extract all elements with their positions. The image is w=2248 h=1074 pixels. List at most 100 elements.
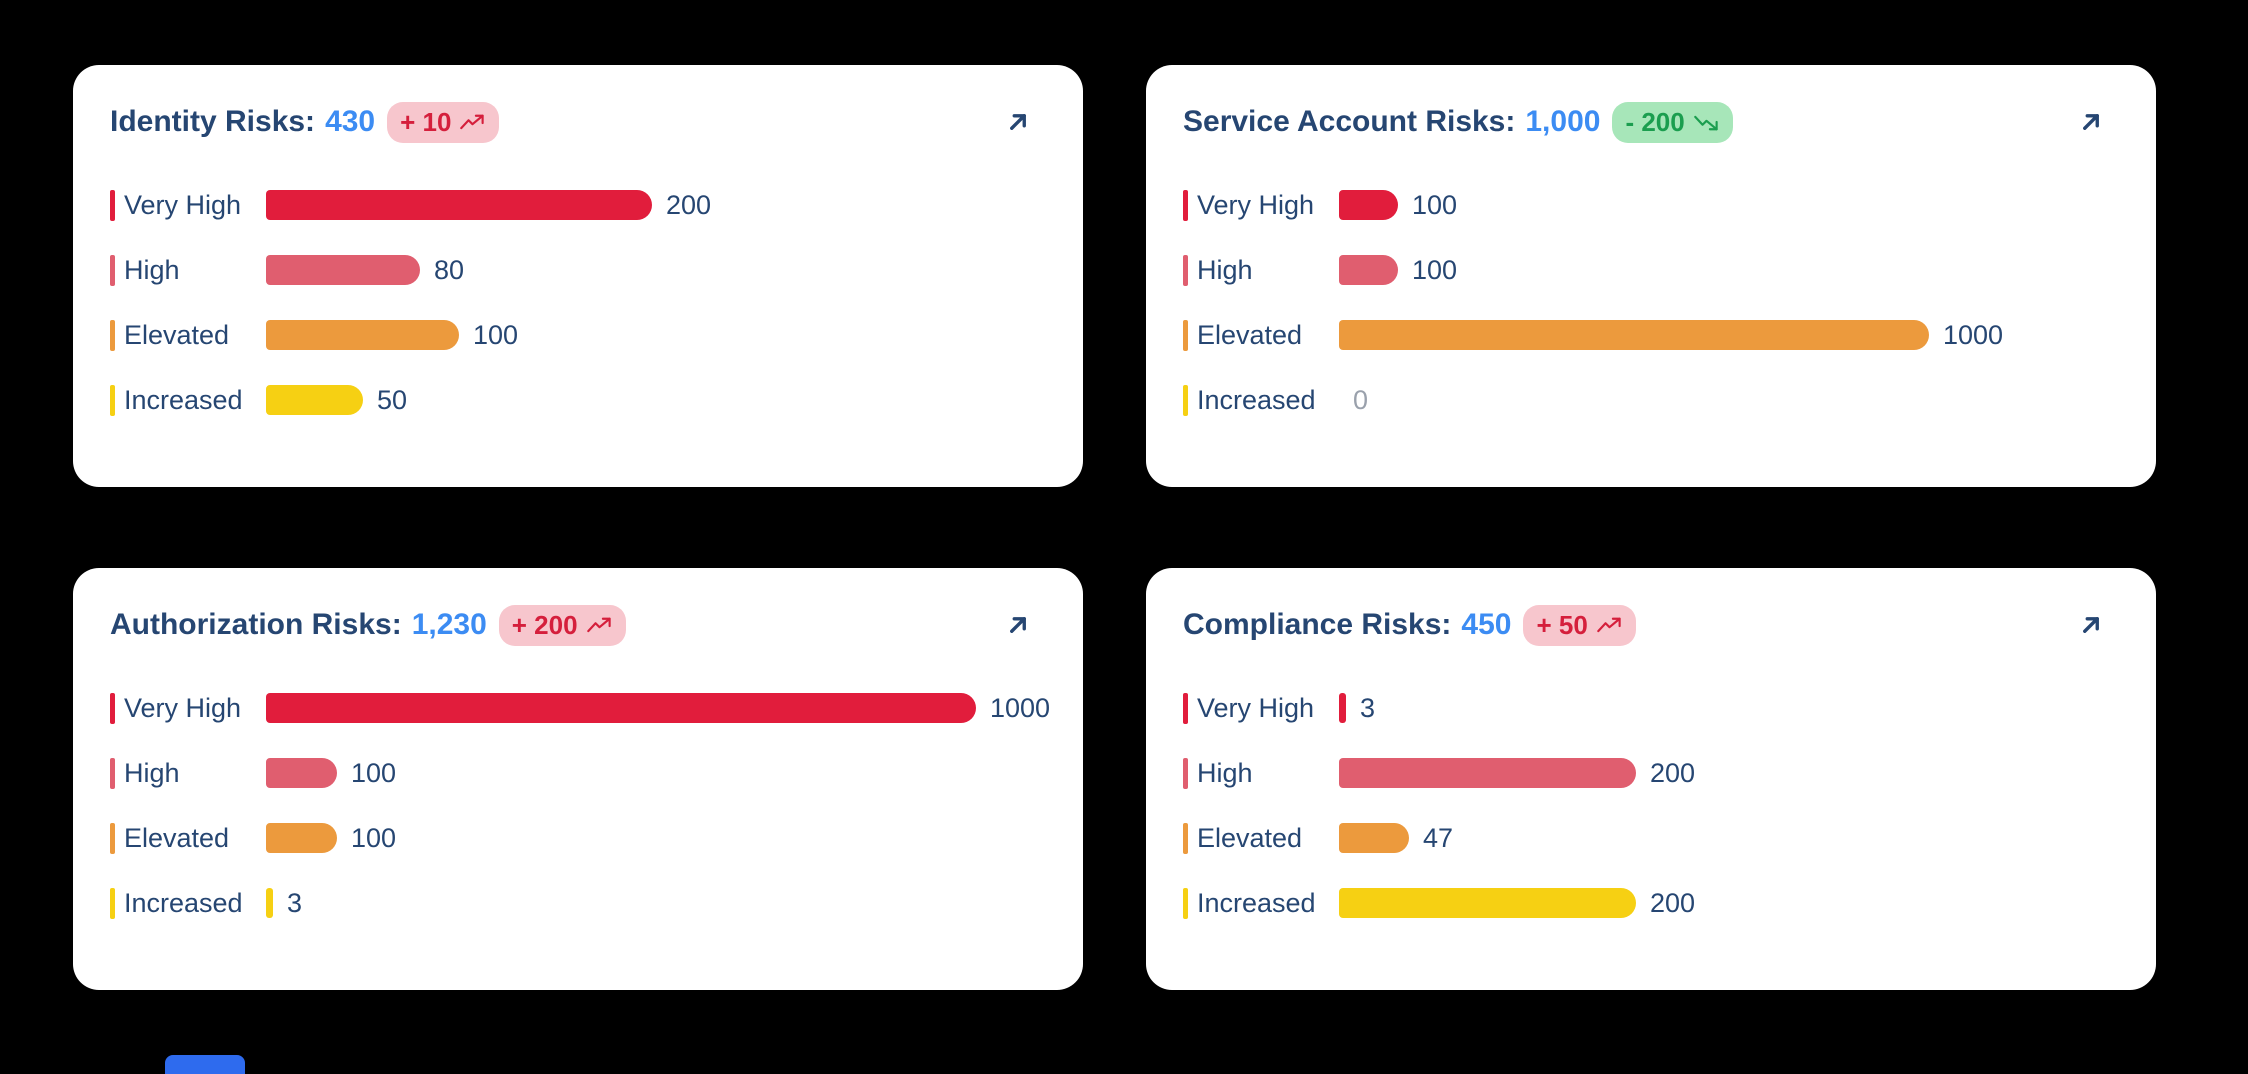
chart-row-increased: Increased 0 — [1183, 384, 2108, 416]
chart-row-very-high: Very High 1000 — [110, 692, 1050, 724]
bar-very-high — [1339, 693, 1346, 723]
row-value: 50 — [377, 384, 408, 415]
bar-elevated — [266, 823, 337, 853]
card-total-value: 1,230 — [411, 608, 487, 641]
card-total-value: 450 — [1461, 608, 1512, 641]
delta-badge: + 50 — [1523, 604, 1636, 646]
arrow-up-right-icon — [2083, 617, 2099, 633]
row-label: Very High — [124, 189, 242, 220]
bar-very-high — [266, 190, 652, 220]
expand-arrow-button[interactable] — [1001, 105, 1035, 139]
bar-elevated — [1339, 823, 1409, 853]
chart-row-elevated: Elevated 100 — [110, 319, 1035, 351]
bar-chart: Very High 100 High 100 Elevated 1000 Increased… — [1183, 189, 2108, 416]
row-value: 1000 — [1943, 319, 2004, 350]
arrow-up-right-icon — [1010, 617, 1026, 633]
chart-row-increased: Increased 3 — [110, 887, 1035, 919]
chart-row-elevated: Elevated 1000 — [1183, 319, 2108, 351]
row-value: 100 — [473, 319, 519, 350]
chart-row-increased: Increased 50 — [110, 384, 1035, 416]
bar-elevated — [266, 320, 459, 350]
card-header: Service Account Risks: 1,000 - 200 — [1183, 99, 2108, 145]
row-color-tick — [110, 757, 115, 789]
row-label: Increased — [124, 384, 243, 415]
row-value: 1000 — [990, 692, 1051, 723]
row-color-tick — [1183, 757, 1188, 789]
row-value: 3 — [1360, 692, 1376, 723]
delta-text: + 50 — [1536, 609, 1588, 640]
chart-row-high: High 200 — [1183, 757, 2108, 789]
service-account-risks-card: Service Account Risks: 1,000 - 200 Very … — [1146, 65, 2156, 487]
bottom-partial-blue-element[interactable] — [165, 1055, 245, 1074]
row-label: Very High — [1197, 692, 1315, 723]
row-color-tick — [110, 319, 115, 351]
expand-arrow-button[interactable] — [2074, 105, 2108, 139]
row-value: 200 — [666, 189, 712, 220]
chart-row-elevated: Elevated 47 — [1183, 822, 2108, 854]
row-color-tick — [110, 254, 115, 286]
row-label: Increased — [124, 887, 243, 918]
chart-row-very-high: Very High 100 — [1183, 189, 2108, 221]
card-title: Identity Risks: — [110, 105, 316, 138]
bar-high — [1339, 758, 1636, 788]
row-color-tick — [110, 887, 115, 919]
authorization-risks-card: Authorization Risks: 1,230 + 200 Very Hi… — [73, 568, 1083, 990]
row-label: Very High — [1197, 189, 1315, 220]
row-label: Elevated — [124, 319, 230, 350]
row-color-tick — [110, 692, 115, 724]
row-value: 200 — [1650, 887, 1696, 918]
arrow-up-right-icon — [1010, 114, 1026, 130]
row-label: Elevated — [1197, 319, 1303, 350]
row-label: High — [1197, 757, 1253, 788]
identity-risks-card: Identity Risks: 430 + 10 Very High 200 Hig… — [73, 65, 1083, 487]
row-color-tick — [110, 189, 115, 221]
bar-increased — [266, 888, 273, 918]
row-value: 200 — [1650, 757, 1696, 788]
expand-arrow-button[interactable] — [2074, 608, 2108, 642]
bar-high — [1339, 255, 1398, 285]
compliance-risks-card: Compliance Risks: 450 + 50 Very High 3 Hig… — [1146, 568, 2156, 990]
bar-high — [266, 255, 420, 285]
chart-row-high: High 100 — [1183, 254, 2108, 286]
delta-badge: - 200 — [1612, 101, 1733, 143]
row-value: 100 — [1412, 254, 1458, 285]
row-color-tick — [1183, 822, 1188, 854]
card-header: Compliance Risks: 450 + 50 — [1183, 602, 2108, 648]
delta-badge: + 10 — [387, 101, 500, 143]
chart-row-high: High 100 — [110, 757, 1035, 789]
chart-row-increased: Increased 200 — [1183, 887, 2108, 919]
row-value: 0 — [1353, 384, 1369, 415]
bar-chart: Very High 3 High 200 Elevated 47 Increased 200 — [1183, 692, 2108, 919]
chart-row-very-high: Very High 200 — [110, 189, 1035, 221]
row-value: 80 — [434, 254, 465, 285]
trending-up-icon — [1596, 617, 1621, 632]
row-value: 100 — [351, 822, 397, 853]
card-title: Authorization Risks: — [110, 608, 402, 641]
delta-text: + 200 — [511, 609, 578, 640]
card-title: Service Account Risks: — [1183, 105, 1516, 138]
delta-text: + 10 — [400, 106, 452, 137]
card-header: Identity Risks: 430 + 10 — [110, 99, 1035, 145]
delta-text: - 200 — [1625, 106, 1685, 137]
row-label: High — [1197, 254, 1253, 285]
row-label: Increased — [1197, 384, 1316, 415]
row-color-tick — [1183, 189, 1188, 221]
row-label: Increased — [1197, 887, 1316, 918]
row-color-tick — [110, 384, 115, 416]
row-label: Elevated — [124, 822, 230, 853]
card-total-value: 1,000 — [1525, 105, 1601, 138]
row-label: High — [124, 757, 180, 788]
row-value: 47 — [1423, 822, 1454, 853]
row-color-tick — [1183, 319, 1188, 351]
row-label: High — [124, 254, 180, 285]
trending-down-icon — [1693, 115, 1718, 130]
bar-chart: Very High 200 High 80 Elevated 100 Increased 50 — [110, 189, 1035, 416]
arrow-up-right-icon — [2083, 114, 2099, 130]
bar-chart: Very High 1000 High 100 Elevated 100 Increased… — [110, 692, 1050, 919]
card-title: Compliance Risks: — [1183, 608, 1452, 641]
expand-arrow-button[interactable] — [1001, 608, 1035, 642]
trending-up-icon — [586, 617, 611, 632]
bar-very-high — [266, 693, 976, 723]
trending-up-icon — [460, 114, 485, 129]
row-color-tick — [1183, 692, 1188, 724]
